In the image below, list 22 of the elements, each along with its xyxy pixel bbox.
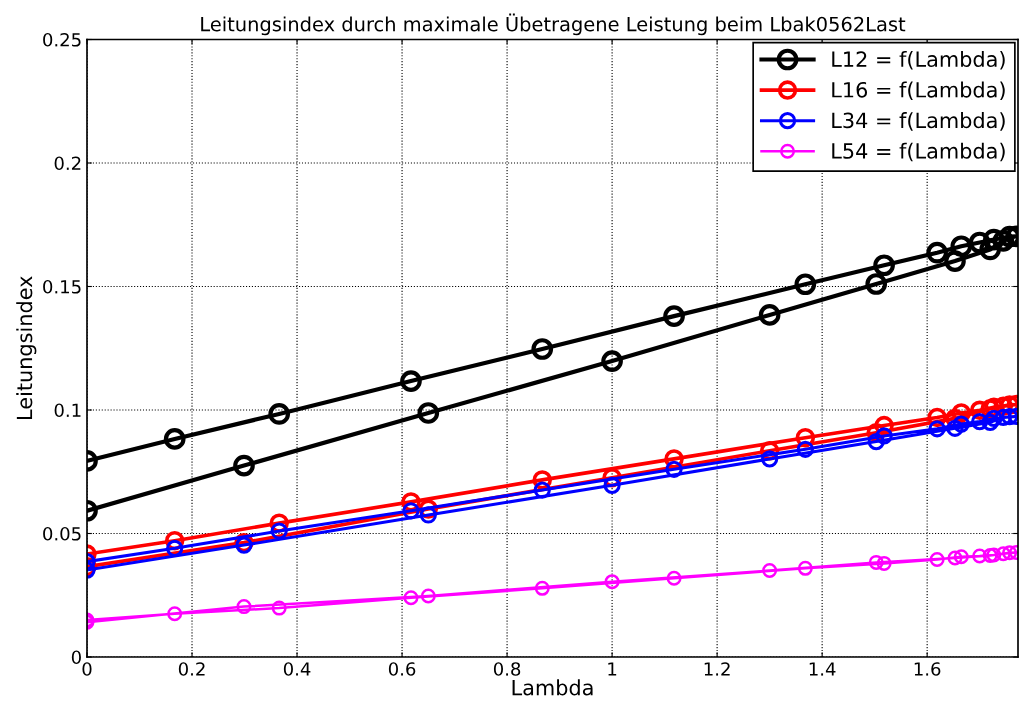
y-tick-label: 0.05 (43, 526, 81, 541)
x-tick-label: 1.6 (914, 662, 941, 676)
x-tick-label: 0.4 (283, 662, 311, 676)
y-tick-label: 0.2 (54, 156, 81, 171)
y-axis-title: Leitungsindex (16, 276, 37, 419)
chart-title: Leitungsindex durch maximale Übetragene Leistung beim Lbak0562Last (201, 13, 906, 36)
x-tick-label: 1.2 (704, 662, 730, 676)
y-tick-label: 0 (71, 650, 81, 665)
x-tick-label: 0.2 (178, 662, 205, 676)
x-tick-label: 1 (608, 662, 617, 676)
x-tick-label: 0.8 (493, 662, 521, 676)
y-tick-label: 0.25 (43, 32, 81, 47)
x-tick-label: 0 (82, 662, 92, 676)
y-tick-label: 0.1 (54, 403, 81, 418)
y-tick-label: 0.15 (43, 279, 81, 294)
legend-label: L34 = f(Lambda) (832, 112, 1005, 131)
legend-label: L54 = f(Lambda) (832, 142, 1005, 162)
x-tick-label: 1.4 (809, 662, 836, 676)
legend-label: L12 = f(Lambda) (832, 50, 1005, 70)
x-axis-title: Lambda (512, 679, 593, 696)
x-tick-label: 0.6 (388, 662, 416, 676)
legend-label: L16 = f(Lambda) (832, 81, 1005, 101)
